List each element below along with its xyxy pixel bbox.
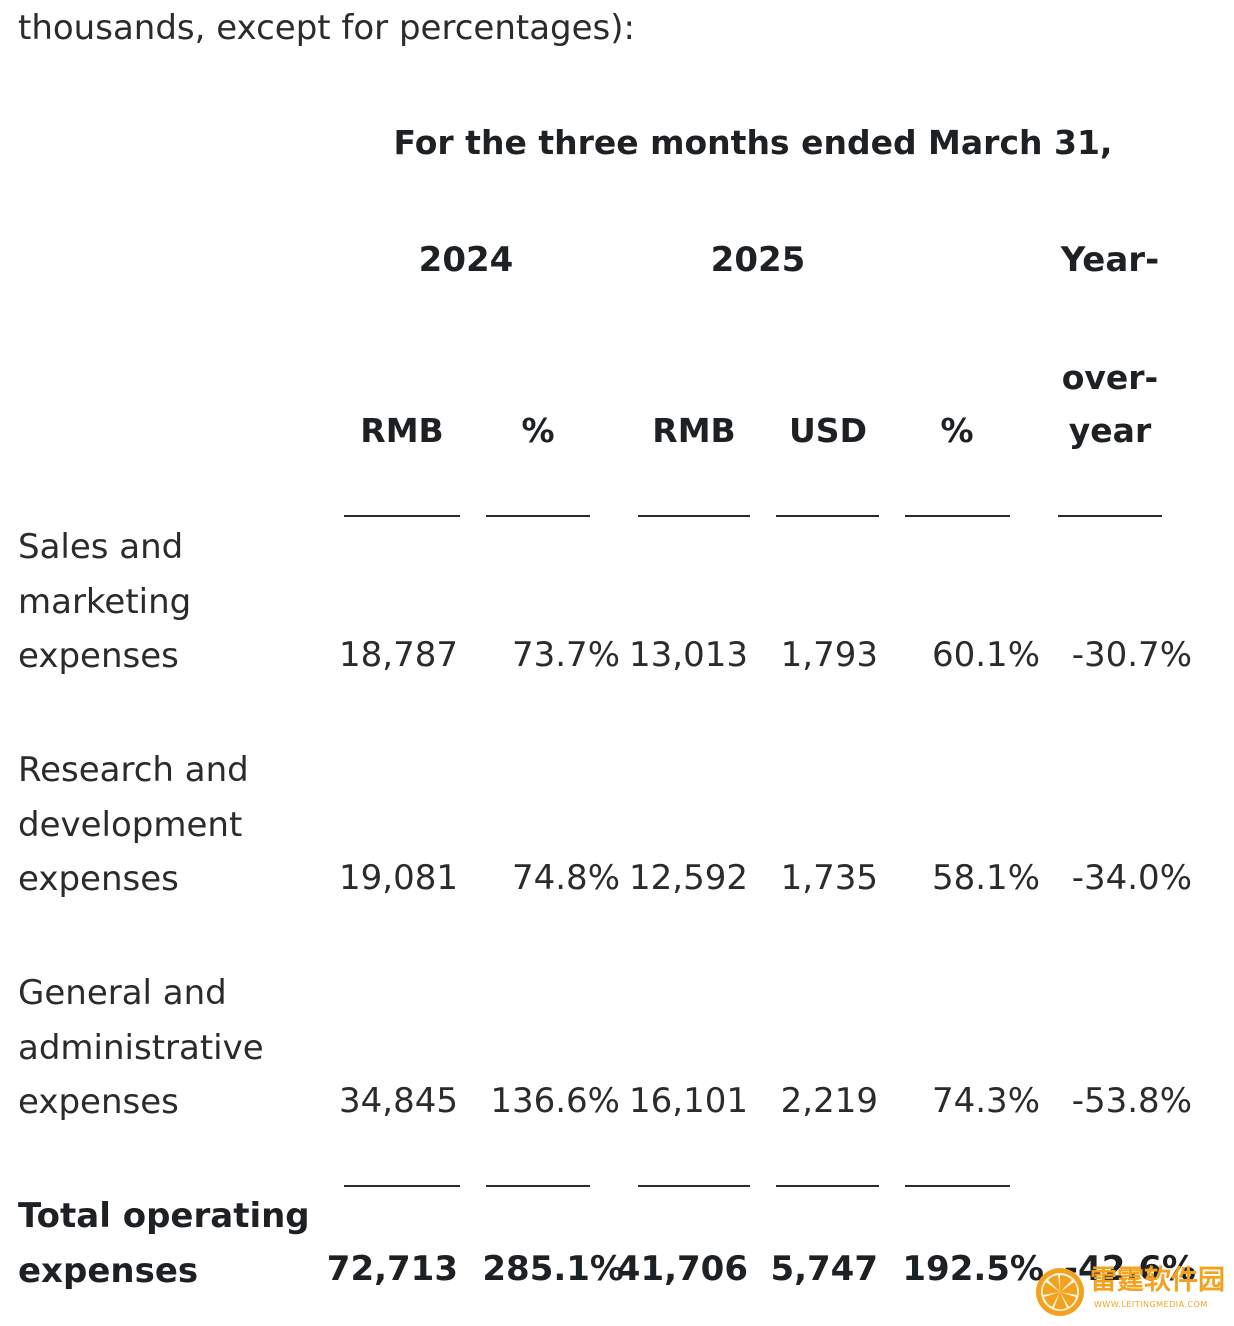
cell-rmb-2024: 34,845 [339,1081,458,1121]
year-2024-header: 2024 [418,240,514,280]
yoy-header-line1: Year- [1060,240,1160,280]
row-label-general-administrative: General and administrative expenses [18,973,264,1122]
cell-rmb-2025: 12,592 [629,858,748,898]
total-pct-2025: 192.5% [902,1249,1044,1289]
total-rule-pct-2024 [486,1185,590,1187]
cell-yoy: -53.8% [1071,1081,1192,1121]
col-header-rmb-2025: RMB [652,411,736,450]
total-pct-2024: 285.1% [482,1249,624,1289]
total-rule-usd-2025 [776,1185,879,1187]
row-label-total: Total operating expenses [18,1196,310,1291]
col-header-pct-2025: % [940,411,974,450]
cell-pct-2024: 73.7% [511,635,620,675]
cell-rmb-2025: 13,013 [629,635,748,675]
cell-usd-2025: 1,793 [780,635,878,675]
total-yoy: -42.6% [1063,1249,1196,1289]
total-rmb-2024: 72,713 [326,1249,458,1289]
cell-pct-2025: 74.3% [931,1081,1040,1121]
cell-pct-2025: 60.1% [931,635,1040,675]
cell-rmb-2025: 16,101 [629,1081,748,1121]
watermark: 雷霆软件园 WWW.LEITINGMEDIA.COM [1034,1262,1230,1322]
cell-pct-2024: 136.6% [490,1081,620,1121]
cell-yoy: -30.7% [1071,635,1192,675]
total-rule-rmb-2024 [344,1185,460,1187]
intro-text: thousands, except for percentages): [18,8,635,48]
header-rule-rmb-2025 [638,515,750,517]
yoy-header-line3: year [1068,411,1152,450]
watermark-subtext: WWW.LEITINGMEDIA.COM [1094,1300,1208,1309]
header-rule-usd-2025 [776,515,879,517]
header-rule-rmb-2024 [344,515,460,517]
header-rule-yoy [1058,515,1162,517]
cell-yoy: -34.0% [1071,858,1192,898]
total-rule-pct-2025 [905,1185,1010,1187]
orange-slice-icon [1036,1268,1084,1316]
yoy-header-line2: over- [1061,358,1159,397]
cell-usd-2025: 2,219 [780,1081,878,1121]
watermark-text: 雷霆软件园 [1090,1265,1225,1296]
cell-usd-2025: 1,735 [780,858,878,898]
cell-rmb-2024: 19,081 [339,858,458,898]
period-header: For the three months ended March 31, [393,123,1113,162]
row-label-sales-marketing: Sales and marketing expenses [18,527,192,676]
year-2025-header: 2025 [710,240,806,280]
row-label-research-development: Research and development expenses [18,750,249,899]
cell-pct-2024: 74.8% [511,858,620,898]
col-header-usd-2025: USD [789,411,867,450]
total-usd-2025: 5,747 [770,1249,878,1289]
col-header-pct-2024: % [521,411,555,450]
header-rule-pct-2025 [905,515,1010,517]
cell-rmb-2024: 18,787 [339,635,458,675]
cell-pct-2025: 58.1% [931,858,1040,898]
header-rule-pct-2024 [486,515,590,517]
col-header-rmb-2024: RMB [360,411,444,450]
total-rmb-2025: 41,706 [616,1249,748,1289]
total-rule-rmb-2025 [638,1185,750,1187]
